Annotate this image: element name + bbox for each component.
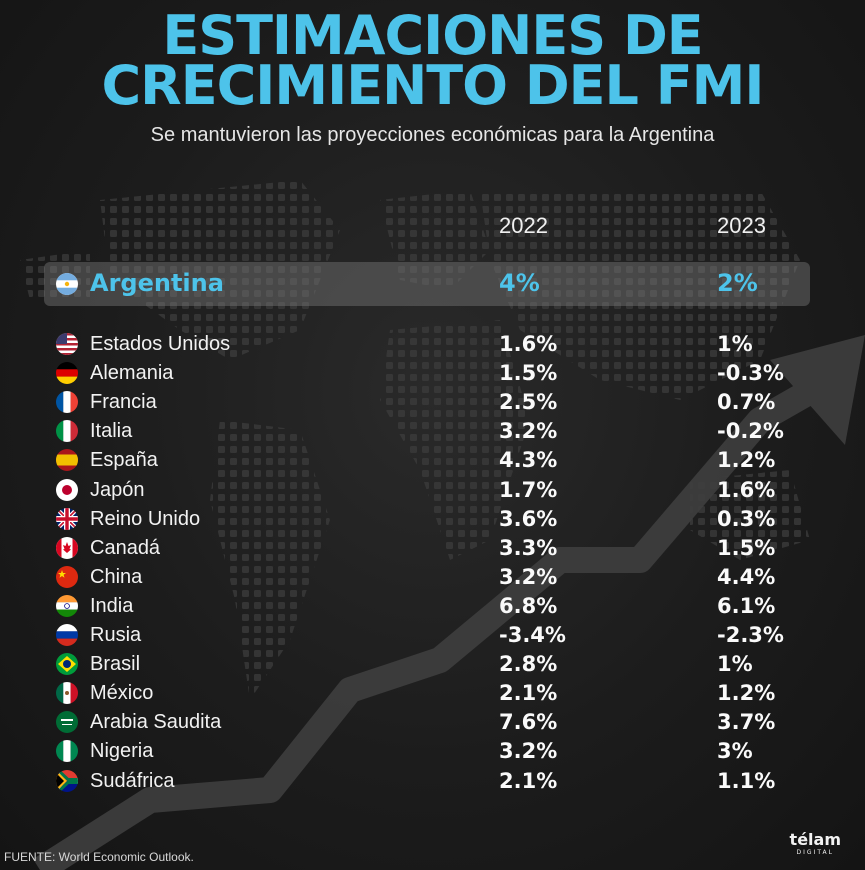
usa-flag-icon [56,333,78,355]
logo-text: télam [789,830,841,849]
table-row: Brasil 2.8% 1% [0,650,865,679]
value-2022: 1.7% [499,477,558,502]
source-note: FUENTE: World Economic Outlook. [4,850,194,864]
france-flag-icon [56,391,78,414]
spain-flag-icon [56,449,78,472]
value-2023: 1.2% [717,448,776,473]
table-row: Canadá 3.3% 1.5% [0,534,865,563]
growth-arrow-icon [33,335,865,870]
china-flag-icon [56,565,78,588]
value-2022: 2.1% [499,681,558,706]
argentina-flag-icon [56,273,78,295]
table-row: Italia 3.2% -0.2% [0,417,865,446]
column-header-2022: 2022 [499,213,548,238]
table-row: Alemania 1.5% -0.3% [0,359,865,388]
argentina-highlight-row [44,262,810,306]
brazil-flag-icon [56,653,78,676]
table-row: España 4.3% 1.2% [0,446,865,475]
table-row: China 3.2% 4.4% [0,563,865,592]
canada-flag-icon [56,536,78,559]
title-line-1: ESTIMACIONES DE [162,4,703,67]
world-map-dots [20,180,810,700]
country-label: Francia [90,391,157,414]
country-label: Nigeria [90,740,154,763]
country-label: China [90,565,143,588]
value-2023: -0.2% [717,419,784,444]
mexico-flag-icon [56,682,78,705]
telam-logo: télam DIGITAL [790,830,841,856]
table-row: Sudáfrica 2.1% 1.1% [0,767,865,796]
value-2022: 2.1% [499,768,558,793]
country-label: Alemania [90,362,174,385]
value-2023: 1.5% [717,535,776,560]
country-label: Rusia [90,624,142,646]
country-label: Italia [90,420,133,443]
argentina-value-2023: 2% [717,269,758,297]
value-2023: 3% [717,739,753,764]
value-2022: 7.6% [499,710,558,735]
table-row: Arabia Saudita 7.6% 3.7% [0,708,865,737]
country-label: Arabia Saudita [90,711,222,734]
table-row: Rusia -3.4% -2.3% [0,621,865,650]
value-2023: 1.6% [717,477,776,502]
table-row: Japón 1.7% 1.6% [0,476,865,505]
value-2022: 1.5% [499,361,558,386]
table-row: Estados Unidos 1.6% 1% [0,330,865,359]
country-label: Canadá [90,536,161,559]
italy-flag-icon [56,420,78,443]
value-2022: -3.4% [499,623,566,647]
value-2023: 3.7% [717,710,776,735]
country-label: India [90,594,134,617]
russia-flag-icon [56,624,78,646]
value-2023: 1% [717,652,753,677]
table-row: México 2.1% 1.2% [0,679,865,708]
value-2023: 0.7% [717,390,776,415]
value-2022: 2.5% [499,390,558,415]
value-2022: 3.2% [499,419,558,444]
value-2023: -0.3% [717,361,784,386]
value-2023: 1.2% [717,681,776,706]
india-flag-icon [56,594,78,617]
south-africa-flag-icon [56,769,78,792]
logo-subtext: DIGITAL [796,849,834,856]
value-2022: 3.3% [499,535,558,560]
title-line-2: CRECIMIENTO DEL FMI [101,54,765,117]
value-2022: 3.2% [499,739,558,764]
country-label: Estados Unidos [90,333,231,355]
value-2022: 6.8% [499,593,558,618]
germany-flag-icon [56,362,78,385]
table-row: Reino Unido 3.6% 0.3% [0,505,865,534]
value-2022: 2.8% [499,652,558,677]
subtitle: Se mantuvieron las proyecciones económic… [150,124,715,146]
country-label: Sudáfrica [90,769,175,792]
argentina-value-2022: 4% [499,269,540,297]
column-header-2023: 2023 [717,213,766,238]
value-2023: 4.4% [717,564,776,589]
japan-flag-icon [56,478,78,501]
value-2023: 6.1% [717,593,776,618]
value-2022: 4.3% [499,448,558,473]
value-2022: 3.2% [499,564,558,589]
saudi-arabia-flag-icon [56,711,78,734]
value-2022: 1.6% [499,332,558,356]
table-row: India 6.8% 6.1% [0,592,865,621]
value-2023: 1% [717,332,753,356]
value-2023: 1.1% [717,768,776,793]
uk-flag-icon [56,507,78,530]
country-label: Japón [90,478,145,501]
country-label: España [90,449,158,472]
table-row: Nigeria 3.2% 3% [0,737,865,766]
table-row: Francia 2.5% 0.7% [0,388,865,417]
country-label: México [90,682,154,705]
country-label: Brasil [90,653,141,676]
country-label: Reino Unido [90,507,201,530]
value-2022: 3.6% [499,506,558,531]
value-2023: 0.3% [717,506,776,531]
value-2023: -2.3% [717,623,784,647]
nigeria-flag-icon [56,740,78,763]
argentina-label: Argentina [90,269,224,297]
